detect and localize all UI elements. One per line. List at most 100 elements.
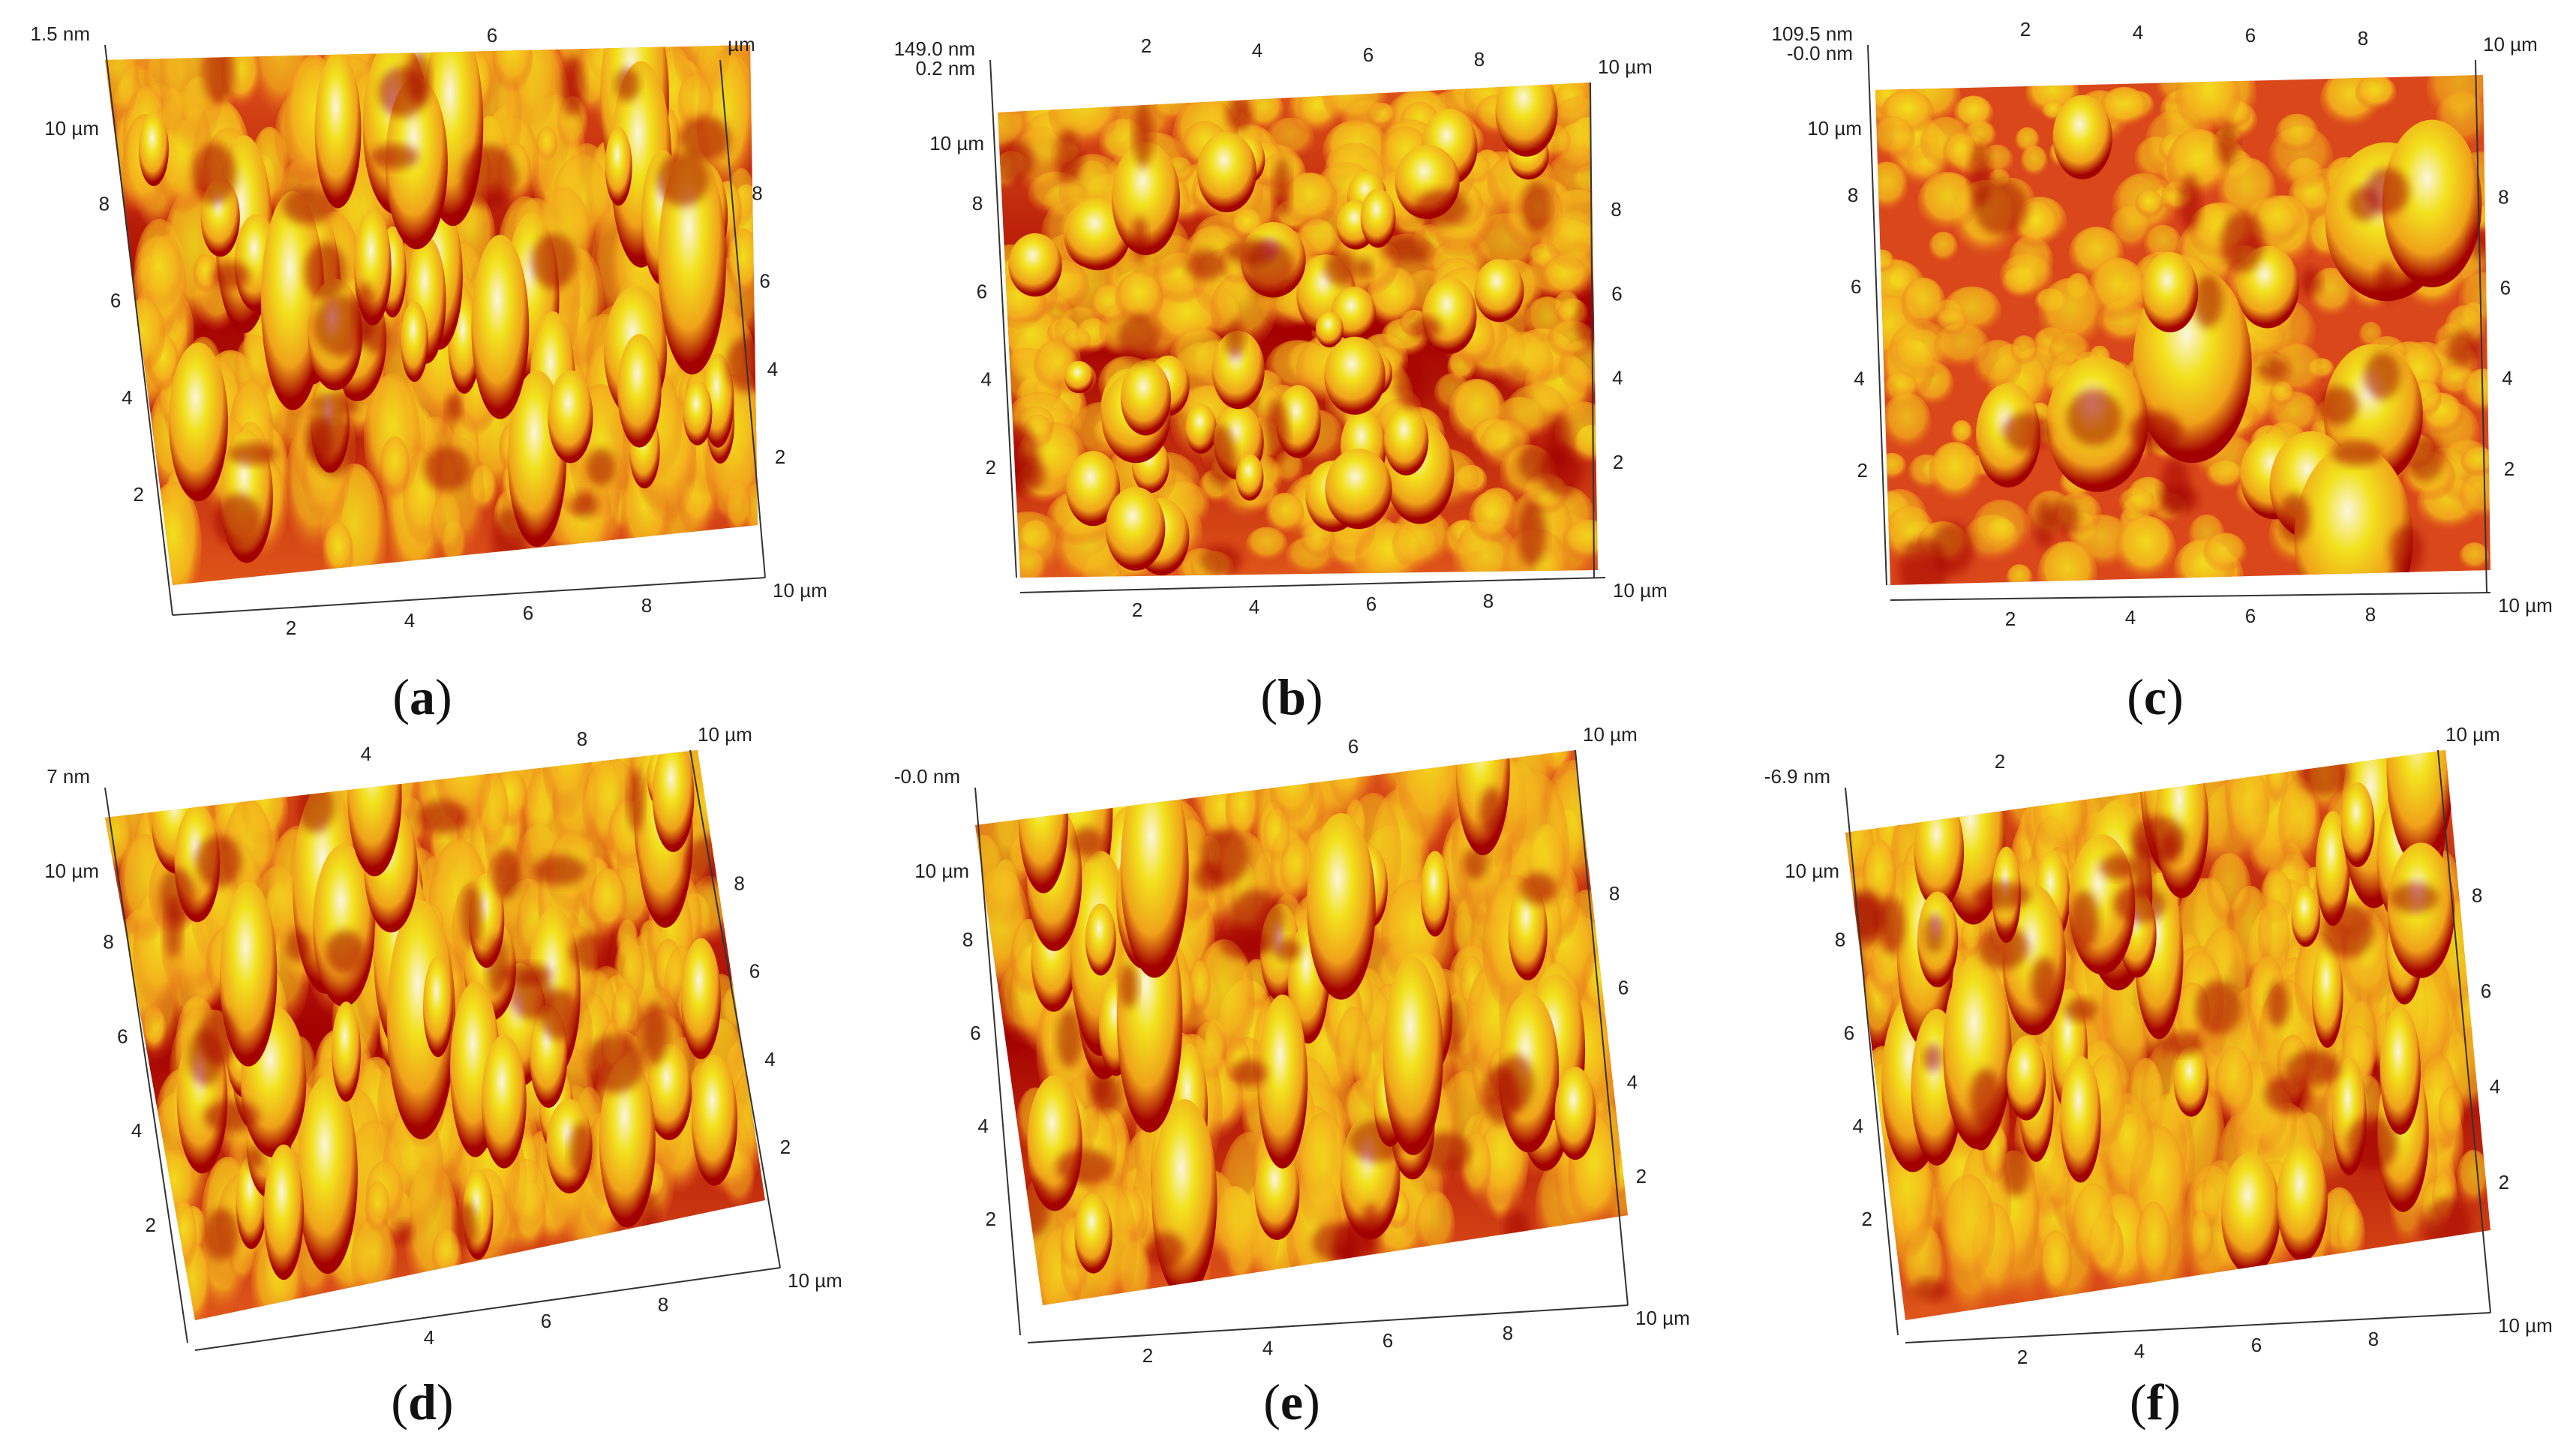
surface-peak [471, 235, 530, 419]
axis-line [1905, 1312, 2491, 1343]
surface-peak [1508, 882, 1548, 980]
surface-grain [2037, 541, 2097, 585]
surface-grain [536, 126, 557, 162]
surface-valley [1244, 240, 1295, 297]
y-tick-label: 8 [962, 929, 973, 951]
surface-grain [671, 45, 731, 102]
afm-panel-f: 2 4 6 8 10 µm 2 4 6 8 10 µm 2 4 6 8 2 10 µm -6.9 nm [1764, 723, 2553, 1368]
afm-panel-c: 2 4 6 8 10 µm 2 4 6 8 10 µm 2 4 6 8 2 4 6 8 10 µm 109.5 nm-… [1772, 18, 2553, 630]
surface-valley [2194, 980, 2242, 1035]
surface-grain [2010, 335, 2037, 365]
surface-valley [2161, 830, 2181, 864]
surface-valley [2446, 330, 2480, 367]
surface-peak [1315, 311, 1344, 348]
surface-valley [1016, 1178, 1050, 1236]
surface-valley [486, 936, 509, 995]
surface-grain [1262, 808, 1291, 863]
surface-valley [1970, 1069, 2002, 1128]
surface-valley [2034, 499, 2055, 548]
axis-line [1027, 1304, 1629, 1343]
surface-valley [2161, 456, 2190, 517]
surface-peak [2316, 811, 2350, 926]
surface-valley [1408, 317, 1442, 338]
surface-valley [361, 317, 391, 353]
surface-valley [2031, 957, 2058, 1007]
surface-peak [1008, 233, 1062, 297]
surface-valley [641, 1002, 668, 1065]
surface-valley [203, 1208, 239, 1261]
y-tick-label: 8 [1848, 184, 1858, 206]
surface-valley [2070, 890, 2099, 950]
z-min-label: 0.2 nm [916, 57, 976, 80]
surface-valley [2424, 1197, 2472, 1253]
surface-valley [533, 854, 587, 886]
surface-valley [1969, 142, 1991, 207]
x-tick-label: 8 [2368, 1328, 2379, 1350]
surface-valley [305, 413, 333, 464]
x-tick-label: 6 [2251, 1334, 2262, 1356]
surface-peak [260, 191, 325, 410]
axis-line [1575, 749, 1629, 1306]
surface-valley [1056, 1149, 1113, 1184]
y-tick-label: 6 [970, 1022, 980, 1044]
surface-peak [1455, 750, 1510, 856]
top-tick-label: 6 [2245, 24, 2256, 47]
surface-grain [2006, 564, 2033, 585]
surface-valley [2113, 884, 2166, 923]
y-tick-label: 2 [1857, 459, 1868, 482]
top-tick-label: 6 [1348, 735, 1359, 758]
surface-valley [1146, 1232, 1184, 1268]
surface-peak [2340, 782, 2375, 867]
surface-valley [656, 152, 709, 206]
surface-valley [2321, 903, 2374, 958]
surface-peak [423, 956, 453, 1058]
surface-grain [2100, 86, 2149, 128]
y-tick-label: 6 [110, 290, 121, 312]
right-tick-label: 8 [1611, 198, 1621, 221]
surface-grain [1327, 750, 1366, 808]
y-tick-label: 4 [1854, 368, 1864, 390]
surface-peak [1360, 188, 1396, 248]
caption-b: (b) [1260, 668, 1323, 725]
right-tick-label: 8 [1609, 882, 1620, 905]
surface-grain [1941, 1174, 1995, 1284]
surface-grain [1415, 1190, 1455, 1262]
surface-peak [1325, 449, 1392, 530]
surface-valley [2221, 212, 2264, 272]
surface-peak [482, 1034, 527, 1169]
surface-valley [393, 1221, 413, 1244]
top-axis-end-label: 10 µm [1598, 56, 1653, 78]
surface-valley [1271, 938, 1301, 961]
y-tick-label: 2 [986, 1208, 996, 1230]
right-tick-label: 8 [734, 872, 744, 894]
surface-valley [1133, 101, 1153, 168]
surface-valley [2216, 122, 2238, 166]
x-tick-label: 6 [523, 602, 533, 624]
surface-valley [1978, 926, 2029, 969]
x-axis-end-label: 10 µm [788, 1269, 842, 1292]
surface-peak [2382, 119, 2482, 287]
x-tick-label: 4 [424, 1326, 434, 1349]
surface-grain [1493, 331, 1554, 395]
y-tick-label: 4 [1853, 1115, 1863, 1137]
surface-valley [2155, 1032, 2205, 1055]
z-max-label: 109.5 nm [1772, 23, 1853, 45]
surface-grain [1929, 442, 1982, 503]
topography [105, 750, 765, 1320]
surface-valley [1219, 926, 1267, 959]
surface-grain [1961, 914, 1983, 958]
surface-valley [2301, 268, 2322, 296]
surface-valley [680, 116, 731, 161]
right-tick-label: 8 [752, 182, 762, 204]
surface-valley [1924, 914, 1945, 953]
y-axis-end-label: 10 µm [44, 860, 99, 882]
surface-grain [1875, 116, 1915, 161]
surface-valley [1519, 872, 1557, 905]
surface-peak [347, 750, 402, 877]
topography [105, 45, 758, 585]
surface-grain [1115, 271, 1164, 326]
surface-peak [1383, 956, 1443, 1155]
surface-grain [2118, 487, 2155, 518]
surface-peak [1420, 851, 1450, 937]
surface-valley [1482, 1065, 1520, 1124]
